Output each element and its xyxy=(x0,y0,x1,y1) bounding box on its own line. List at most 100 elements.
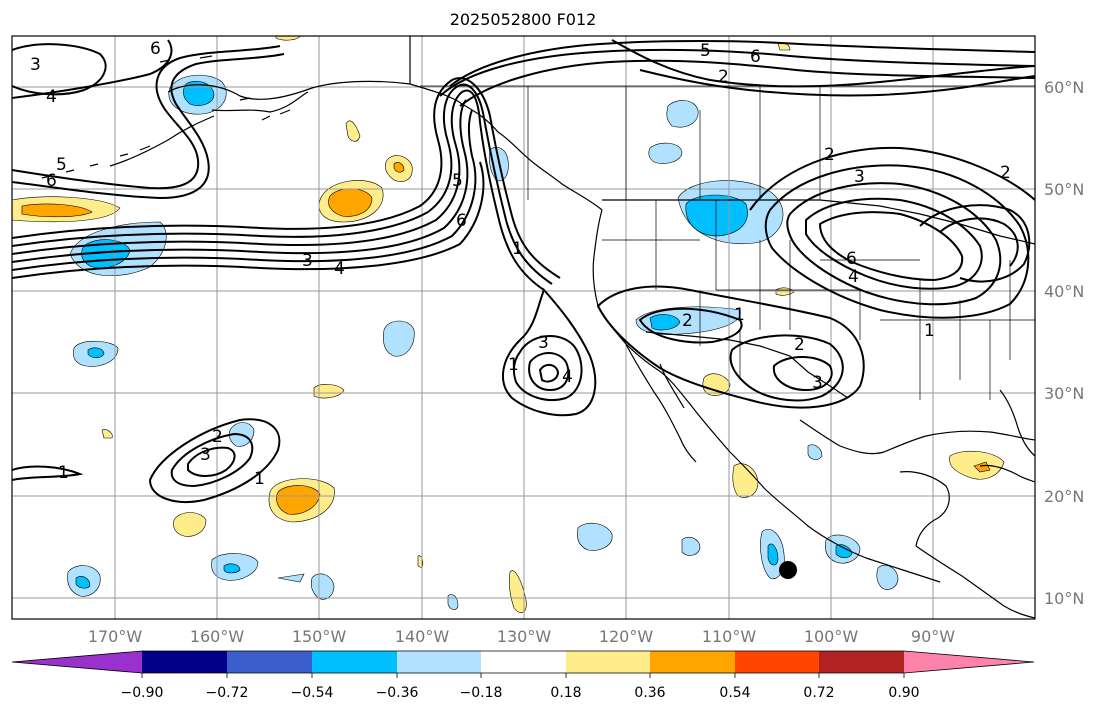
contour-line xyxy=(919,204,1031,283)
contour-labels: 6 3 4 5 6 5 6 2 5 6 1 3 4 3 4 1 2 1 2 3 … xyxy=(30,39,1011,489)
orange-core xyxy=(21,203,93,218)
longitude-tick-labels: 170°W 160°W 150°W 140°W 130°W 120°W 110°… xyxy=(88,627,955,646)
colorbar-extend-low xyxy=(12,651,142,673)
lat-tick-label: 60°N xyxy=(1044,78,1084,97)
central-america xyxy=(915,545,1035,619)
contour-line xyxy=(439,48,1035,97)
colorbar-tick-label: −0.18 xyxy=(460,685,503,701)
contour-label: 4 xyxy=(562,367,573,387)
lon-tick-label: 140°W xyxy=(395,627,450,646)
blue-patch xyxy=(681,536,701,556)
blue-patch xyxy=(277,573,305,583)
yucatan xyxy=(899,471,950,547)
lat-tick-label: 20°N xyxy=(1044,487,1084,506)
lon-tick-label: 150°W xyxy=(292,627,347,646)
contour-line xyxy=(638,307,743,344)
blue-patch xyxy=(807,444,823,460)
contour-line xyxy=(639,69,1035,97)
blue-patch xyxy=(383,320,415,357)
yellow-patch xyxy=(101,429,113,439)
lon-tick-label: 130°W xyxy=(497,627,552,646)
contour-label: 2 xyxy=(1000,163,1011,183)
location-marker xyxy=(779,561,797,579)
colorbar-bin xyxy=(566,651,650,673)
contour-label: 1 xyxy=(254,469,265,489)
lon-tick-label: 170°W xyxy=(88,627,143,646)
contour-label: 1 xyxy=(924,321,935,341)
contour-line xyxy=(749,146,1035,211)
contour-label: 3 xyxy=(538,333,549,353)
lon-tick-label: 100°W xyxy=(804,627,859,646)
alaska-coast xyxy=(109,80,411,167)
colorbar-bin xyxy=(735,651,819,673)
lon-tick-label: 160°W xyxy=(190,627,245,646)
florida xyxy=(999,389,1035,457)
blue-core xyxy=(685,194,748,237)
contour-line xyxy=(170,432,254,488)
contour-label: 3 xyxy=(302,251,313,271)
contour-line xyxy=(538,364,560,383)
blue-core xyxy=(223,563,241,574)
yellow-patch xyxy=(345,120,361,142)
contour-line xyxy=(12,45,281,190)
contour-label: 2 xyxy=(682,311,693,331)
province-borders xyxy=(420,85,1035,200)
contour-line xyxy=(596,285,865,409)
us-west-coast xyxy=(592,209,941,583)
contour-label: 6 xyxy=(46,171,57,191)
yellow-patch xyxy=(173,512,207,537)
colorbar-bin xyxy=(481,651,566,673)
blue-core xyxy=(87,347,105,359)
contour-line xyxy=(12,109,477,271)
lon-tick-label: 90°W xyxy=(911,627,955,646)
contour-line xyxy=(12,161,485,279)
map-layers: 6 3 4 5 6 5 6 2 5 6 1 3 4 3 4 1 2 1 2 3 … xyxy=(12,36,1035,619)
colorbar-bin xyxy=(142,651,227,673)
contour-line xyxy=(939,217,1019,267)
geopotential-contours xyxy=(12,39,1035,503)
colorbar-tick-label: 0.54 xyxy=(719,685,750,701)
blue-core xyxy=(649,314,681,331)
contour-line xyxy=(528,352,570,392)
blue-patch xyxy=(648,142,683,164)
contour-label: 1 xyxy=(734,305,745,325)
lat-tick-label: 50°N xyxy=(1044,180,1084,199)
contour-label: 6 xyxy=(150,39,161,59)
colorbar-tick-label: 0.90 xyxy=(888,685,919,701)
orange-core xyxy=(973,461,991,473)
contour-label: 2 xyxy=(794,335,805,355)
contour-label: 2 xyxy=(212,427,223,447)
contour-label: 5 xyxy=(452,171,463,191)
contour-label: 5 xyxy=(56,155,67,175)
blue-patch xyxy=(310,573,335,600)
yellow-patch xyxy=(508,570,527,613)
contour-label: 2 xyxy=(718,67,729,87)
map-title: 2025052800 F012 xyxy=(449,10,597,29)
contour-line xyxy=(12,83,553,285)
map-frame xyxy=(11,35,1036,620)
contour-line xyxy=(449,40,1035,87)
contour-line xyxy=(12,77,561,279)
colorbar-tick-label: 0.36 xyxy=(634,685,665,701)
colorbar-tick-label: 0.18 xyxy=(550,685,581,701)
contour-line xyxy=(805,197,983,290)
contour-line xyxy=(12,53,285,200)
blue-core xyxy=(835,544,853,559)
gulf-coast xyxy=(799,419,1035,455)
contour-label: 6 xyxy=(750,47,761,67)
contour-label: 6 xyxy=(456,211,467,231)
contour-line xyxy=(12,89,545,291)
colorbar-tick-label: −0.90 xyxy=(121,685,164,701)
contour-label: 4 xyxy=(848,267,859,287)
colorbar-bin xyxy=(312,651,397,673)
blue-core xyxy=(767,543,779,566)
contour-label: 1 xyxy=(508,355,519,375)
contour-line xyxy=(148,418,281,503)
contour-line xyxy=(772,356,833,392)
colorbar-bin xyxy=(819,651,904,673)
contour-label: 4 xyxy=(46,87,57,107)
colorbar-tick-label: −0.36 xyxy=(376,685,419,701)
lat-tick-label: 10°N xyxy=(1044,589,1084,608)
contour-label: 1 xyxy=(512,239,523,259)
